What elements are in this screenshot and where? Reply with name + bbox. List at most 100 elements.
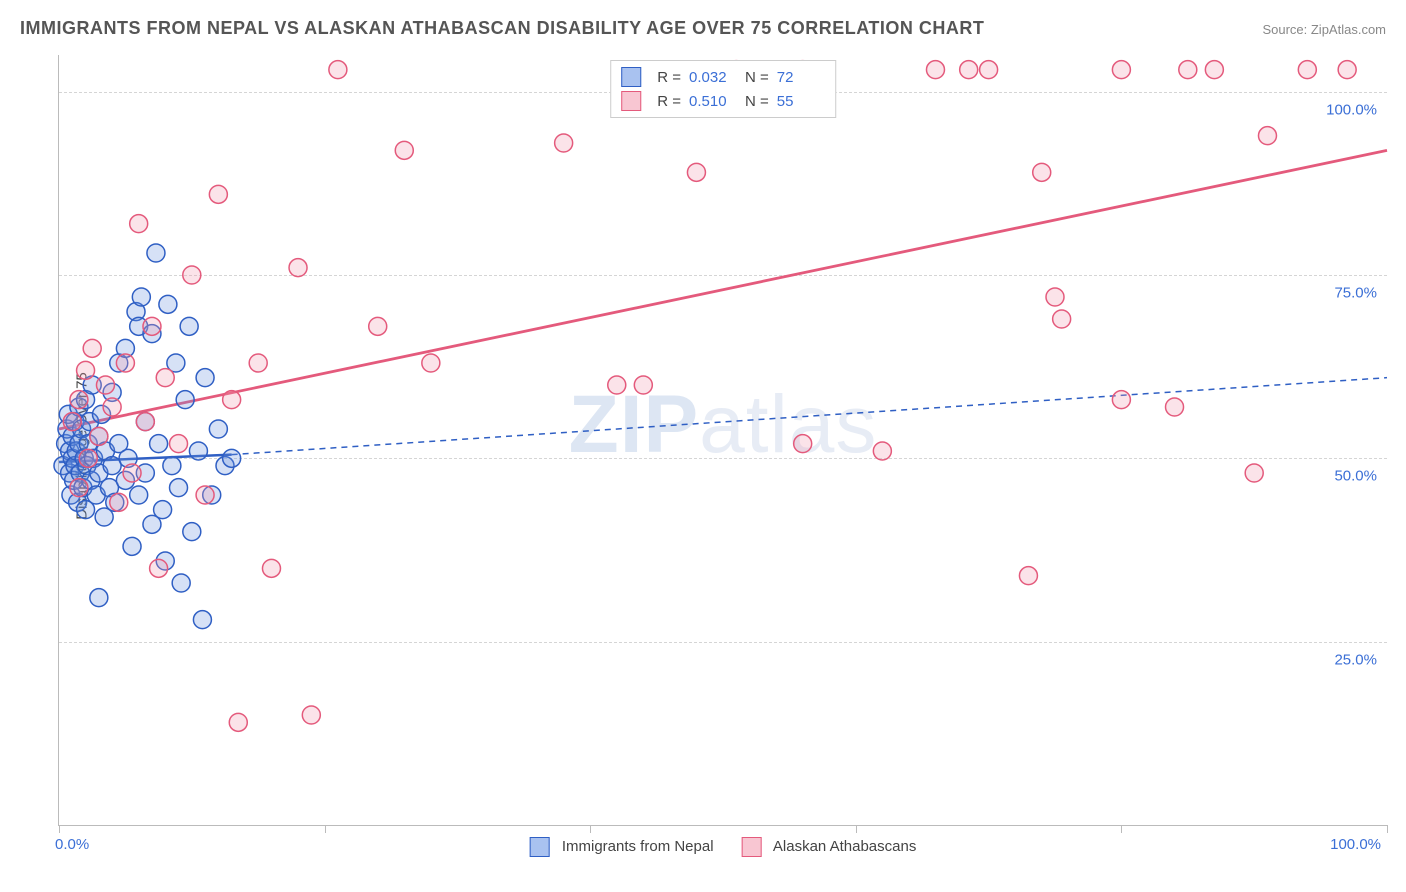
- data-point: [209, 420, 227, 438]
- data-point: [926, 61, 944, 79]
- data-point: [873, 442, 891, 460]
- data-point: [794, 435, 812, 453]
- chart-svg: [59, 55, 1387, 825]
- data-point: [123, 464, 141, 482]
- legend-n-value-1: 55: [777, 93, 825, 110]
- data-point: [70, 479, 88, 497]
- data-point: [132, 288, 150, 306]
- legend-n-label: N =: [745, 69, 769, 86]
- data-point: [1112, 391, 1130, 409]
- data-point: [189, 442, 207, 460]
- data-point: [1046, 288, 1064, 306]
- chart-title: IMMIGRANTS FROM NEPAL VS ALASKAN ATHABAS…: [20, 18, 984, 39]
- data-point: [63, 413, 81, 431]
- data-point: [96, 376, 114, 394]
- legend-r-label: R =: [657, 93, 681, 110]
- data-point: [209, 185, 227, 203]
- data-point: [555, 134, 573, 152]
- data-point: [329, 61, 347, 79]
- legend-label-1: Alaskan Athabascans: [773, 838, 916, 855]
- data-point: [193, 611, 211, 629]
- data-point: [90, 589, 108, 607]
- legend-r-label: R =: [657, 69, 681, 86]
- legend-swatch-1: [742, 837, 762, 857]
- legend-swatch-pink: [621, 91, 641, 111]
- data-point: [262, 559, 280, 577]
- data-point: [183, 266, 201, 284]
- source-attribution: Source: ZipAtlas.com: [1262, 22, 1386, 37]
- data-point: [150, 559, 168, 577]
- data-point: [147, 244, 165, 262]
- data-point: [170, 479, 188, 497]
- legend-swatch-blue: [621, 67, 641, 87]
- x-tick: [1387, 825, 1388, 833]
- data-point: [163, 457, 181, 475]
- data-point: [1245, 464, 1263, 482]
- data-point: [1112, 61, 1130, 79]
- data-point: [183, 523, 201, 541]
- data-point: [980, 61, 998, 79]
- data-point: [229, 713, 247, 731]
- data-point: [634, 376, 652, 394]
- data-point: [1338, 61, 1356, 79]
- legend-item-1: Alaskan Athabascans: [742, 837, 917, 857]
- data-point: [143, 317, 161, 335]
- data-point: [154, 501, 172, 519]
- x-tick: [590, 825, 591, 833]
- data-point: [180, 317, 198, 335]
- data-point: [110, 493, 128, 511]
- data-point: [150, 435, 168, 453]
- data-point: [196, 369, 214, 387]
- data-point: [83, 339, 101, 357]
- data-point: [116, 354, 134, 372]
- data-point: [136, 413, 154, 431]
- data-point: [960, 61, 978, 79]
- data-point: [395, 141, 413, 159]
- data-point: [172, 574, 190, 592]
- legend-row-series-1: R = 0.510 N = 55: [621, 89, 825, 113]
- data-point: [369, 317, 387, 335]
- legend-row-series-0: R = 0.032 N = 72: [621, 65, 825, 89]
- regression-line: [59, 150, 1387, 429]
- data-point: [1166, 398, 1184, 416]
- x-axis-max-label: 100.0%: [1330, 836, 1381, 853]
- legend-r-value-0: 0.032: [689, 69, 737, 86]
- data-point: [130, 215, 148, 233]
- data-point: [156, 369, 174, 387]
- correlation-legend: R = 0.032 N = 72 R = 0.510 N = 55: [610, 60, 836, 118]
- data-point: [687, 163, 705, 181]
- data-point: [103, 398, 121, 416]
- data-point: [1258, 127, 1276, 145]
- data-point: [77, 361, 95, 379]
- legend-swatch-0: [530, 837, 550, 857]
- data-point: [123, 537, 141, 555]
- data-point: [223, 449, 241, 467]
- x-tick: [59, 825, 60, 833]
- legend-r-value-1: 0.510: [689, 93, 737, 110]
- data-point: [79, 449, 97, 467]
- data-point: [170, 435, 188, 453]
- data-point: [1298, 61, 1316, 79]
- data-point: [159, 295, 177, 313]
- data-point: [90, 427, 108, 445]
- x-tick: [1121, 825, 1122, 833]
- data-point: [1179, 61, 1197, 79]
- data-point: [130, 486, 148, 504]
- x-axis-min-label: 0.0%: [55, 836, 89, 853]
- data-point: [223, 391, 241, 409]
- data-point: [1019, 567, 1037, 585]
- legend-n-value-0: 72: [777, 69, 825, 86]
- plot-area: ZIPatlas 25.0%50.0%75.0%100.0% R = 0.032…: [58, 55, 1387, 826]
- legend-item-0: Immigrants from Nepal: [530, 837, 714, 857]
- data-point: [289, 259, 307, 277]
- data-point: [1053, 310, 1071, 328]
- data-point: [1205, 61, 1223, 79]
- series-legend: Immigrants from Nepal Alaskan Athabascan…: [530, 837, 917, 857]
- data-point: [608, 376, 626, 394]
- data-point: [249, 354, 267, 372]
- legend-label-0: Immigrants from Nepal: [562, 838, 714, 855]
- x-tick: [856, 825, 857, 833]
- data-point: [70, 391, 88, 409]
- data-point: [422, 354, 440, 372]
- data-point: [176, 391, 194, 409]
